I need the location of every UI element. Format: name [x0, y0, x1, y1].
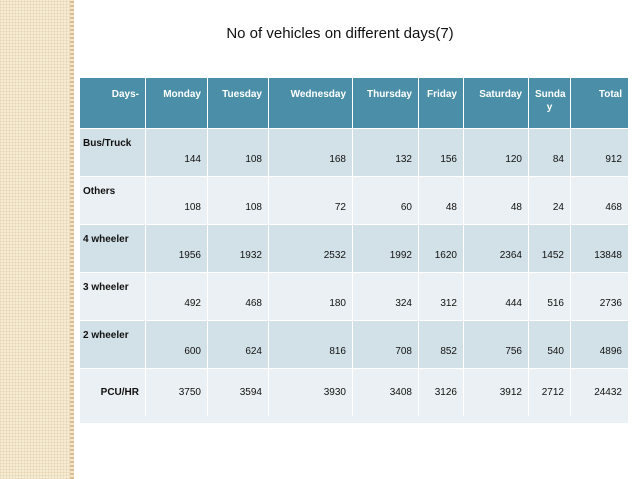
decorative-side-strip: [0, 0, 70, 479]
header-cell-wednesday: Wednesday: [269, 78, 353, 128]
table-cell: 24: [529, 176, 571, 224]
table-row: 4 wheeler 1956 1932 2532 1992 1620 2364 1452 138…: [80, 224, 628, 272]
header-cell-friday: Friday: [419, 78, 464, 128]
table-cell: 2712: [529, 368, 571, 416]
table-cell: 816: [269, 320, 353, 368]
decorative-side-rule: [70, 0, 74, 479]
vehicle-count-table: Days- Monday Tuesday Wednesday Thursday …: [80, 78, 628, 416]
table-cell: 24432: [571, 368, 628, 416]
table-cell: 108: [208, 128, 269, 176]
table-cell: 2532: [269, 224, 353, 272]
table-cell: 132: [353, 128, 419, 176]
table-cell: 156: [419, 128, 464, 176]
row-label: 4 wheeler: [80, 224, 146, 272]
row-label: 3 wheeler: [80, 272, 146, 320]
table-cell: 84: [529, 128, 571, 176]
header-cell-days: Days-: [80, 78, 146, 128]
table-cell: 108: [208, 176, 269, 224]
table-cell: 60: [353, 176, 419, 224]
table-cell: 48: [419, 176, 464, 224]
header-cell-sunday: Sunda y: [529, 78, 571, 128]
table-cell: 444: [464, 272, 529, 320]
table-cell: 72: [269, 176, 353, 224]
table-row: PCU/HR 3750 3594 3930 3408 3126 3912 2712 24432: [80, 368, 628, 416]
table-cell: 624: [208, 320, 269, 368]
row-label: 2 wheeler: [80, 320, 146, 368]
table-row: Bus/Truck 144 108 168 132 156 120 84 912: [80, 128, 628, 176]
table-header-row: Days- Monday Tuesday Wednesday Thursday …: [80, 78, 628, 128]
table-cell: 468: [208, 272, 269, 320]
table-cell: 324: [353, 272, 419, 320]
table-cell: 1992: [353, 224, 419, 272]
header-cell-total: Total: [571, 78, 628, 128]
header-cell-thursday: Thursday: [353, 78, 419, 128]
table-cell: 468: [571, 176, 628, 224]
table-cell: 912: [571, 128, 628, 176]
table-cell: 144: [146, 128, 208, 176]
table-cell: 516: [529, 272, 571, 320]
header-cell-tuesday: Tuesday: [208, 78, 269, 128]
slide-title: No of vehicles on different days(7): [226, 25, 454, 42]
row-label: Bus/Truck: [80, 128, 146, 176]
table-cell: 540: [529, 320, 571, 368]
table-cell: 2736: [571, 272, 628, 320]
table-cell: 48: [464, 176, 529, 224]
table-cell: 852: [419, 320, 464, 368]
header-cell-monday: Monday: [146, 78, 208, 128]
table-cell: 708: [353, 320, 419, 368]
header-cell-saturday: Saturday: [464, 78, 529, 128]
table-cell: 312: [419, 272, 464, 320]
table-cell: 168: [269, 128, 353, 176]
table-cell: 4896: [571, 320, 628, 368]
table-cell: 3750: [146, 368, 208, 416]
row-label: Others: [80, 176, 146, 224]
header-sunday-text: Sunda y: [535, 89, 566, 113]
table-cell: 3594: [208, 368, 269, 416]
table-cell: 756: [464, 320, 529, 368]
table-cell: 3930: [269, 368, 353, 416]
table-cell: 2364: [464, 224, 529, 272]
table-cell: 1956: [146, 224, 208, 272]
table-row: 2 wheeler 600 624 816 708 852 756 540 4896: [80, 320, 628, 368]
table-cell: 108: [146, 176, 208, 224]
table-cell: 1452: [529, 224, 571, 272]
table-row: Others 108 108 72 60 48 48 24 468: [80, 176, 628, 224]
table-cell: 3408: [353, 368, 419, 416]
table-cell: 13848: [571, 224, 628, 272]
table-cell: 120: [464, 128, 529, 176]
table-row: 3 wheeler 492 468 180 324 312 444 516 2736: [80, 272, 628, 320]
table-cell: 600: [146, 320, 208, 368]
table-cell: 180: [269, 272, 353, 320]
table-cell: 1620: [419, 224, 464, 272]
table-cell: 1932: [208, 224, 269, 272]
table-cell: 3126: [419, 368, 464, 416]
table-cell: 492: [146, 272, 208, 320]
table-cell: 3912: [464, 368, 529, 416]
row-label: PCU/HR: [80, 368, 146, 416]
